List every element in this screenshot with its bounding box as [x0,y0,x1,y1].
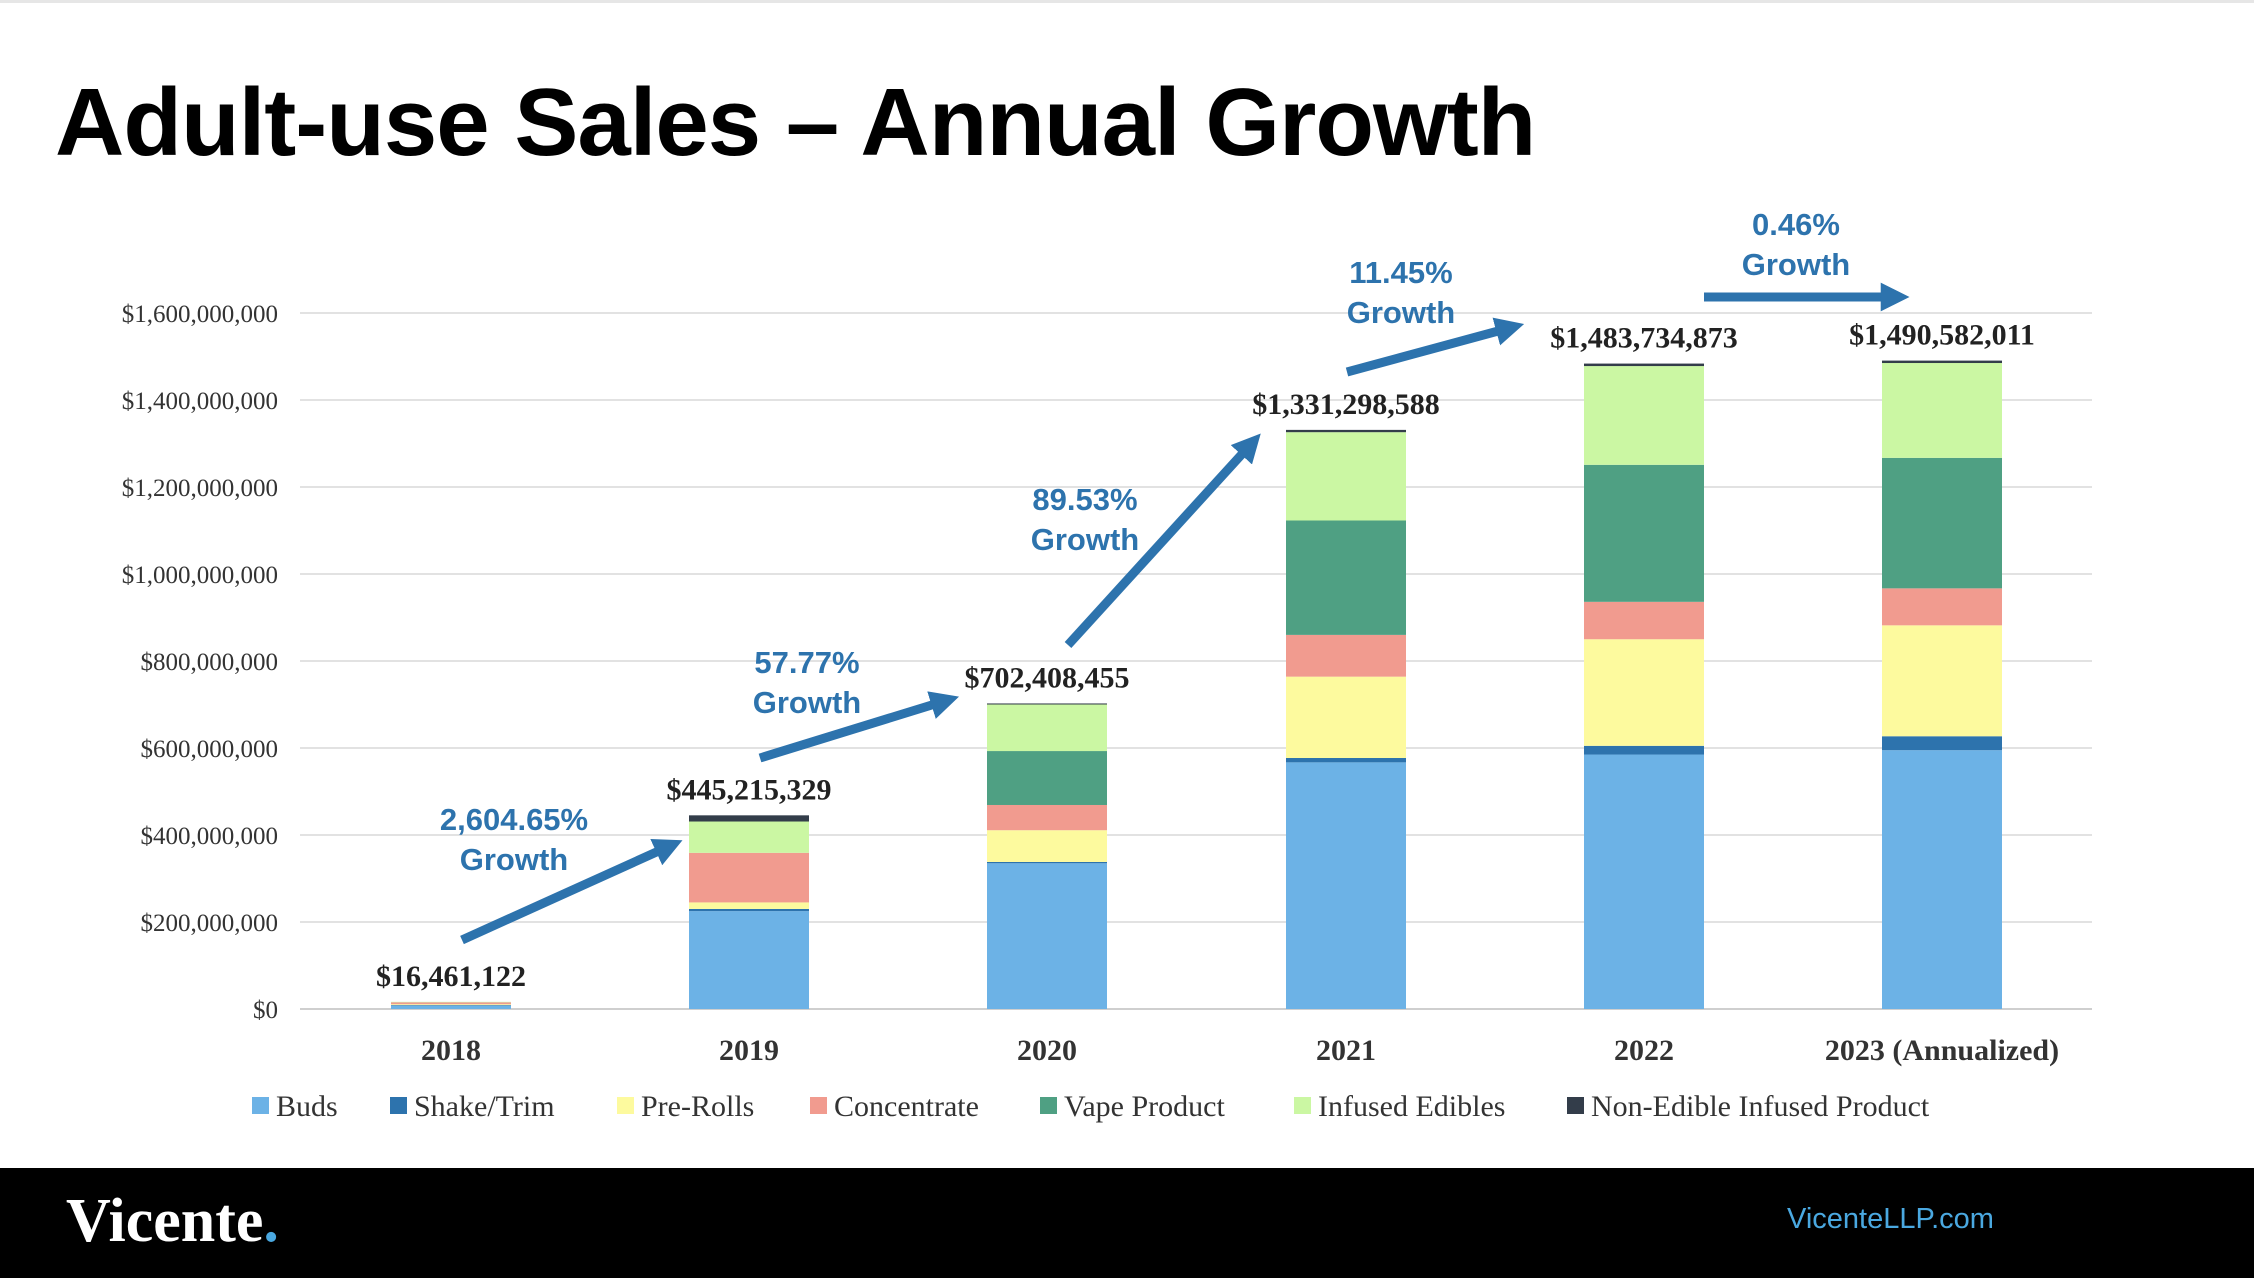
legend-swatch-vape-product [1040,1097,1057,1114]
growth-arrow [460,839,683,945]
bar-segment-infused-edibles [689,821,809,853]
x-tick-label: 2018 [421,1034,481,1067]
bar-segment-infused-edibles [1882,363,2002,458]
y-tick-label: $800,000,000 [141,649,279,676]
total-label: $1,490,582,011 [1849,319,2035,352]
bar-segment-non-edible-infused-product [1286,429,1406,433]
bar-segment-infused-edibles [1584,366,1704,465]
legend-swatch-non-edible-infused-product [1567,1097,1584,1114]
legend-swatch-buds [252,1097,269,1114]
website-link[interactable]: VicenteLLP.com [1787,1203,1994,1235]
logo-dot: . [263,1187,279,1255]
bar-segment-pre-rolls [1584,639,1704,746]
bar-segment-buds [1584,754,1704,1009]
legend-label-pre-rolls: Pre-Rolls [641,1090,754,1123]
legend-label-buds: Buds [276,1090,338,1123]
legend-swatch-infused-edibles [1294,1097,1311,1114]
growth-word-label: Growth [1742,247,1851,282]
growth-percent-label: 11.45% [1349,255,1452,290]
top-rule [0,0,2254,3]
bar-segment-shake-trim [1882,736,2002,751]
bar-segment-concentrate [1584,601,1704,640]
bar-segment-shake-trim [689,908,809,912]
growth-arrow [1345,317,1525,377]
y-tick-label: $400,000,000 [141,823,279,850]
total-label: $1,483,734,873 [1550,322,1738,355]
total-label: $16,461,122 [376,960,526,993]
bar-segment-non-edible-infused-product [987,703,1107,705]
bar-segment-non-edible-infused-product [1882,360,2002,364]
legend-label-shake-trim: Shake/Trim [414,1090,555,1123]
y-tick-label: $200,000,000 [141,910,279,937]
bar-segment-non-edible-infused-product [689,815,809,822]
bar-segment-shake-trim [1286,758,1406,763]
growth-word-label: Growth [1347,295,1456,330]
growth-word-label: Growth [1031,522,1140,557]
logo-text: Vicente [66,1187,264,1255]
bar-segment-concentrate [1882,588,2002,626]
y-tick-label: $1,600,000,000 [122,301,278,328]
growth-percent-label: 2,604.65% [440,802,588,837]
bar-segment-vape-product [1584,464,1704,602]
bar-segment-buds [1286,762,1406,1009]
bar-segment-infused-edibles [1286,432,1406,521]
growth-percent-label: 0.46% [1752,207,1840,242]
bar-segment-shake-trim [391,1005,511,1006]
bar-segment-concentrate [987,804,1107,831]
bar-segment-buds [987,863,1107,1009]
x-tick-label: 2021 [1316,1034,1376,1067]
bar-segment-shake-trim [987,861,1107,864]
legend-swatch-concentrate [810,1097,827,1114]
bar-segment-concentrate [689,852,809,903]
stacked-bar-chart: $0 $200,000,000 $400,000,000 $600,000,000 $8… [122,207,2092,1123]
bar-segment-vape-product [1882,457,2002,589]
total-label: $445,215,329 [667,773,832,806]
vicente-logo: Vicente. [66,1186,279,1257]
bar-segment-pre-rolls [1286,676,1406,759]
bar-segment-vape-product [987,751,1107,805]
growth-word-label: Growth [460,842,569,877]
y-tick-label: $1,400,000,000 [122,388,278,415]
bar-segment-buds [689,911,809,1009]
y-tick-label: $1,200,000,000 [122,475,278,502]
page-title: Adult-use Sales – Annual Growth [55,69,1536,176]
total-label: $702,408,455 [965,661,1130,694]
legend-label-vape-product: Vape Product [1064,1090,1225,1123]
bar-segment-buds [391,1005,511,1009]
growth-arrow [758,691,960,763]
growth-percent-label: 89.53% [1032,482,1137,517]
x-tick-label: 2020 [1017,1034,1077,1067]
growth-word-label: Growth [753,685,862,720]
bar-segment-infused-edibles [391,1001,511,1003]
bar-segment-concentrate [391,1002,511,1005]
legend-swatch-pre-rolls [617,1097,634,1114]
x-tick-label: 2023 (Annualized) [1825,1034,2059,1067]
x-tick-label: 2019 [719,1034,779,1067]
total-label: $1,331,298,588 [1252,388,1440,421]
bar-segment-non-edible-infused-product [1584,363,1704,367]
bar-segment-concentrate [1286,634,1406,677]
bar-segment-pre-rolls [689,902,809,909]
legend-label-infused-edibles: Infused Edibles [1318,1090,1505,1123]
growth-arrow [1064,433,1261,649]
y-tick-label: $600,000,000 [141,736,279,763]
legend-label-concentrate: Concentrate [834,1090,979,1123]
bar-segment-pre-rolls [391,1004,511,1006]
legend-swatch-shake-trim [390,1097,407,1114]
bar-segment-shake-trim [1584,745,1704,755]
bar-segment-pre-rolls [1882,625,2002,737]
x-tick-label: 2022 [1614,1034,1674,1067]
bar-segment-infused-edibles [987,704,1107,752]
footer-bar: Vicente. VicenteLLP.com [0,1168,2254,1278]
bar-segment-vape-product [1286,520,1406,635]
y-tick-label: $0 [253,997,278,1024]
growth-percent-label: 57.77% [754,645,859,680]
legend-label-non-edible-infused-product: Non-Edible Infused Product [1591,1090,1930,1123]
bar-segment-buds [1882,750,2002,1009]
y-tick-label: $1,000,000,000 [122,562,278,589]
bar-segment-pre-rolls [987,830,1107,862]
